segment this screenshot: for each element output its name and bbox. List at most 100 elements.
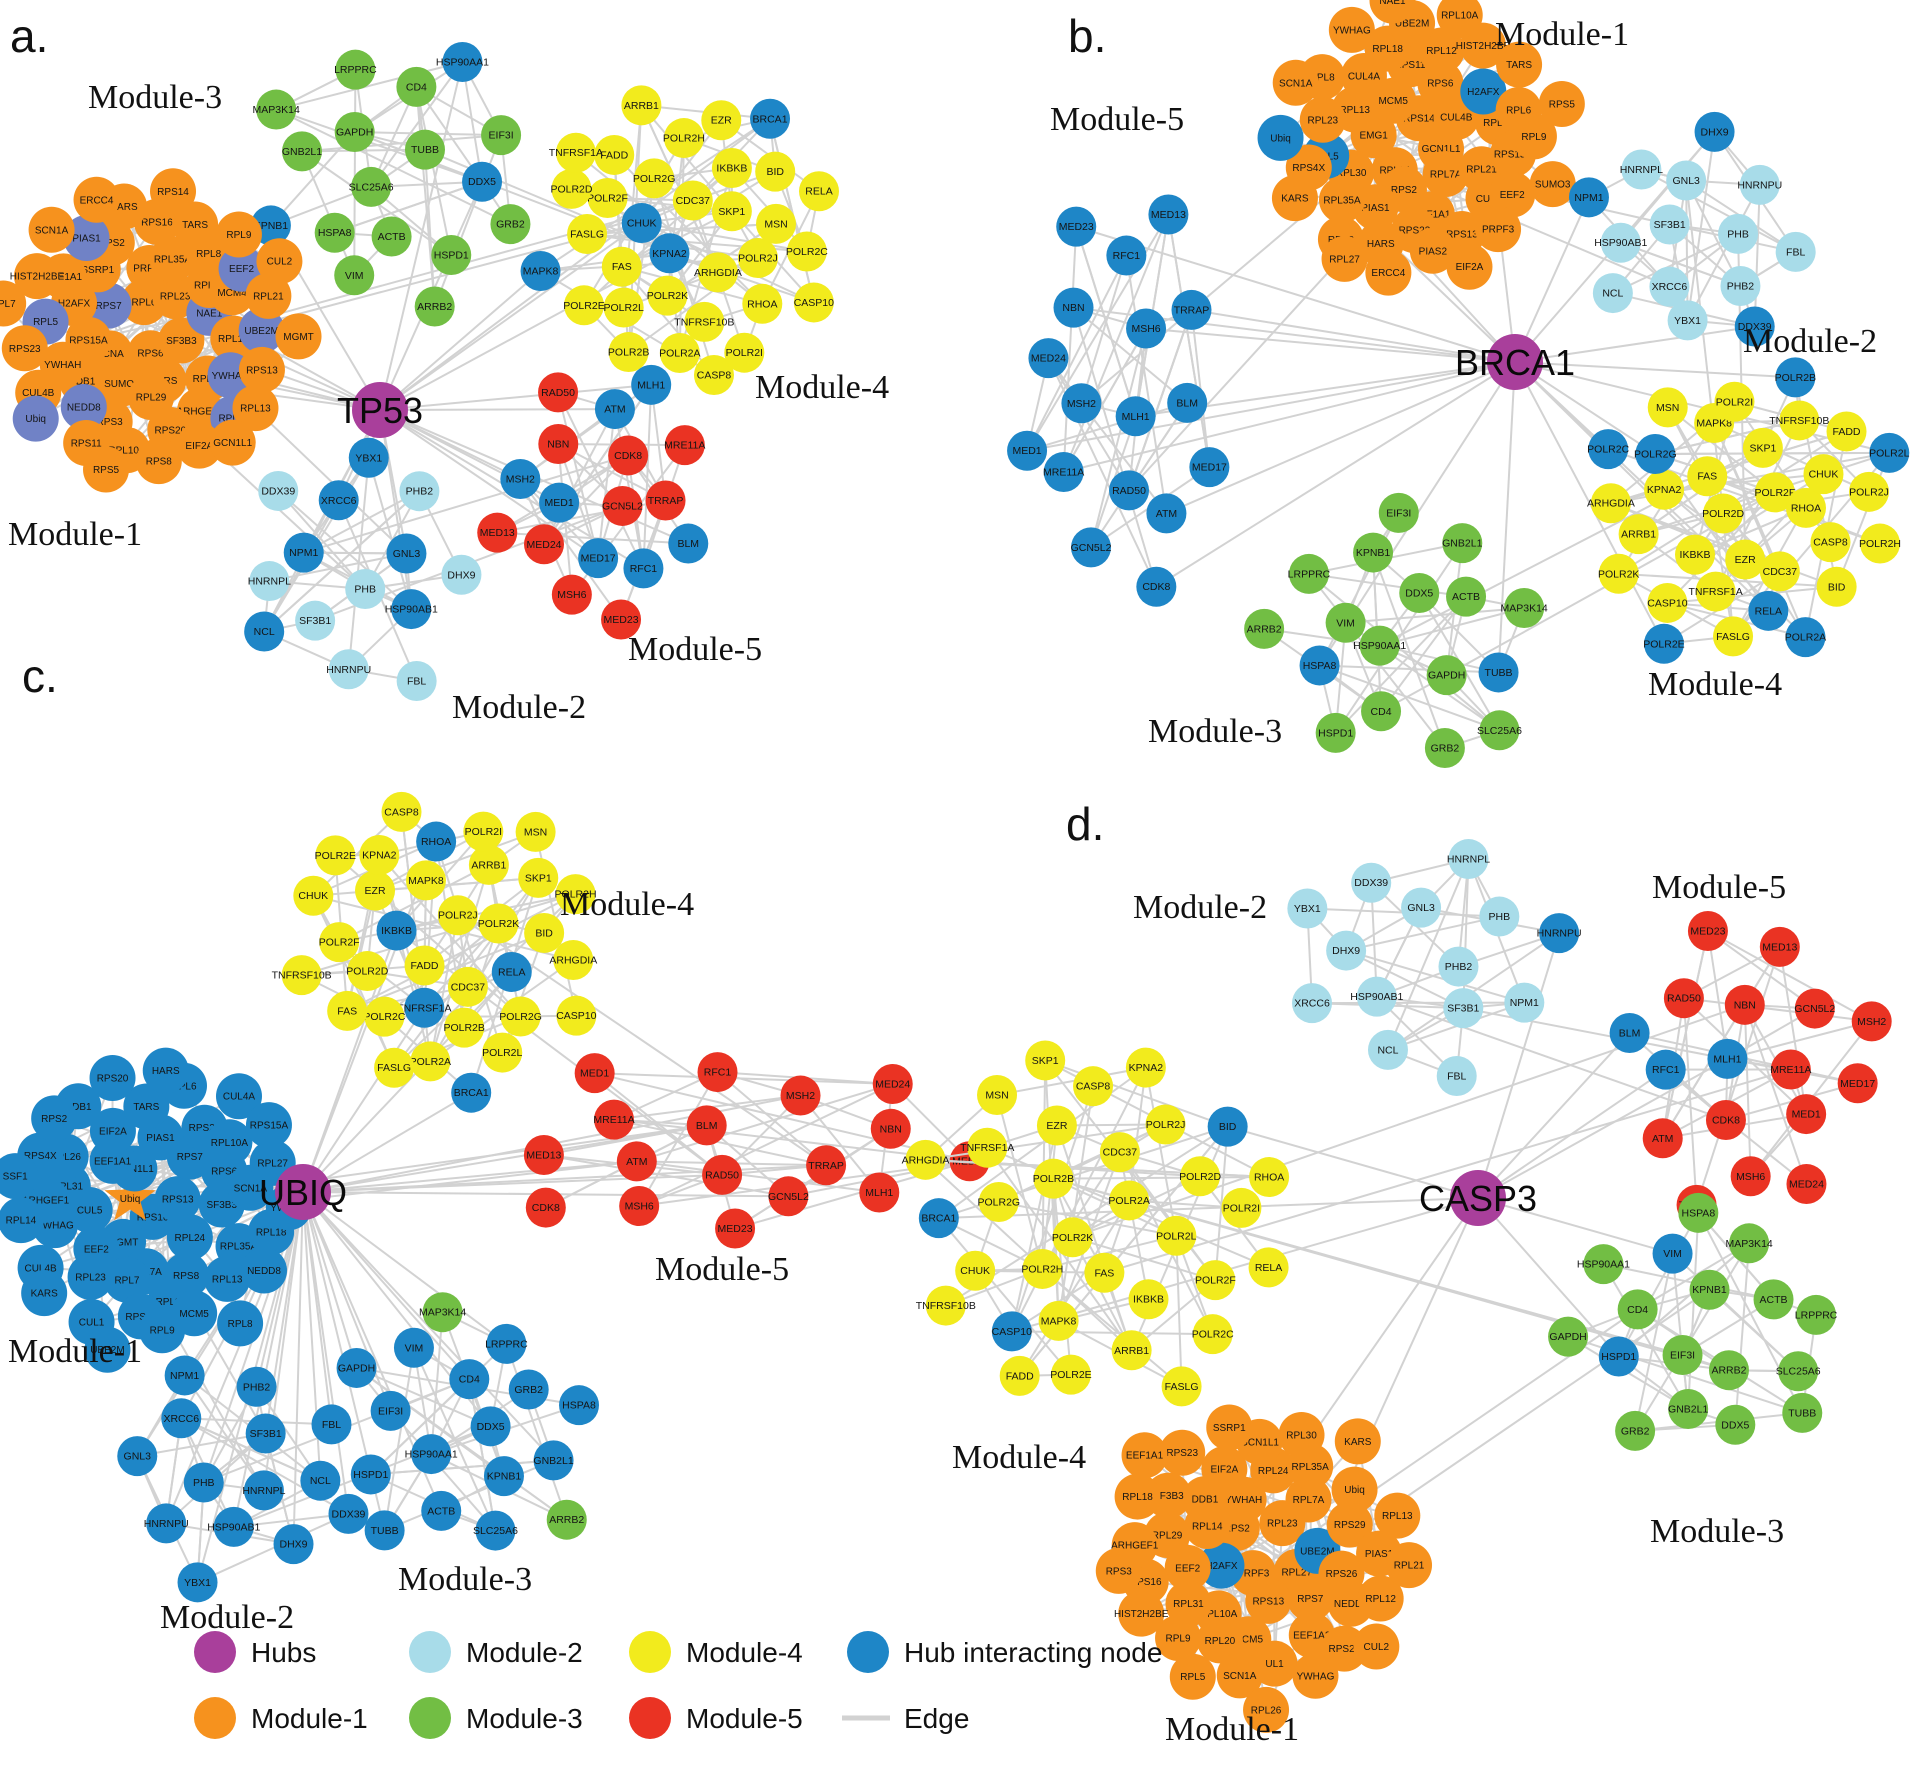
node-label: RPL24 [175, 1233, 206, 1244]
node-label: MCM5 [1378, 96, 1408, 107]
node-label: RELA [805, 186, 832, 198]
node-label: DHX9 [1332, 945, 1360, 957]
node-hsp90aa1: HSP90AA1 [1353, 625, 1406, 666]
node-circle [206, 1119, 253, 1166]
node-label: RPL21 [1394, 1561, 1425, 1572]
node-rpl7: RPL7 [103, 1256, 150, 1303]
edge [1075, 225, 1516, 363]
edge [1661, 930, 1709, 1139]
node-polr2a: POLR2A [410, 1041, 451, 1082]
node-label: RPL8 [196, 249, 221, 260]
node-circle [1351, 862, 1392, 903]
node-ybx1: YBX1 [177, 1562, 218, 1603]
edge [1026, 401, 1188, 452]
node-label: RPL14 [194, 281, 225, 292]
node-circle [1109, 470, 1150, 511]
node-circle [602, 485, 643, 526]
node-circle [955, 1250, 996, 1291]
node-circle [12, 395, 59, 442]
edge [302, 1007, 426, 1193]
node-label: RPL9 [1521, 132, 1546, 143]
node-circle [1287, 1575, 1334, 1622]
node-circle [1510, 113, 1557, 160]
node-label: ACTB [378, 231, 406, 243]
node-circle [447, 966, 488, 1007]
node-label: RFC1 [704, 1067, 732, 1079]
node-circle [411, 1434, 452, 1475]
node-med23: MED23 [601, 599, 642, 640]
node-label: ARRB1 [1114, 1345, 1149, 1357]
node-circle [999, 1355, 1040, 1396]
legend-swatch-icon [629, 1697, 671, 1739]
node-label: CASP8 [384, 806, 419, 818]
edge [1707, 930, 1873, 1023]
edge [232, 1191, 304, 1528]
node-circle [533, 1440, 574, 1481]
edge [1062, 226, 1078, 473]
edge [1706, 930, 1729, 1060]
node-circle [243, 1470, 284, 1511]
node-circle [1056, 206, 1097, 247]
node-label: MSH2 [786, 1090, 815, 1102]
node-label: ARRB1 [471, 859, 506, 871]
edge [557, 392, 600, 559]
node-label: RPL30 [1336, 168, 1367, 179]
node-label: EIF2A [1456, 262, 1484, 273]
node-ncl: NCL [244, 611, 285, 652]
node-cul4a: CUL4A [215, 1073, 262, 1120]
node-label: DHX9 [1701, 126, 1729, 138]
node-dhx9: DHX9 [1326, 930, 1367, 971]
node-label: MLH1 [1122, 411, 1150, 423]
node-tnfrsf1a: TNFRSF1A [1688, 571, 1743, 612]
node-hspa8: HSPA8 [1299, 645, 1340, 686]
node-label: PHB [1727, 228, 1749, 240]
node-label: GNB2L1 [1442, 538, 1482, 550]
node-label: MED13 [480, 527, 515, 539]
node-ubiq: Ubiq [1331, 1466, 1378, 1513]
node-label: DDX39 [1738, 321, 1772, 333]
node-label: RPL27 [1329, 254, 1360, 265]
node-label: HSP90AA1 [436, 57, 489, 69]
edge [1044, 1059, 1228, 1128]
node-label: MAPK8 [523, 265, 559, 277]
node-label: MED23 [718, 1223, 753, 1235]
node-label: DDX5 [477, 1421, 505, 1433]
node-msh6: MSH6 [619, 1186, 660, 1227]
node-msn: MSN [1647, 387, 1688, 428]
node-label: MLH1 [1713, 1053, 1741, 1065]
node-circle [872, 1064, 913, 1105]
node-circle [755, 151, 796, 192]
node-label: KPNB1 [487, 1471, 522, 1483]
node-label: BLM [1619, 1028, 1641, 1040]
node-circle [1195, 1260, 1236, 1301]
edge [338, 864, 490, 943]
node-circle [1221, 1187, 1262, 1228]
node-ddx39: DDX39 [1734, 306, 1775, 347]
node-circle [217, 1300, 264, 1347]
node-circle [1694, 111, 1735, 152]
node-skp1: SKP1 [1025, 1040, 1066, 1081]
node-circle [1028, 338, 1069, 379]
node-ubiq: Ubiq [12, 395, 59, 442]
node-label: DDB1 [69, 376, 96, 387]
node-label: PHB [354, 584, 376, 596]
node-label: YWHAG [36, 1221, 74, 1232]
node-circle [1164, 1544, 1211, 1591]
node-dhx9: DHX9 [1694, 111, 1735, 152]
node-circle [215, 1073, 262, 1120]
node-circle [1460, 68, 1507, 115]
node-circle [1201, 1446, 1248, 1493]
node-circle [123, 1083, 170, 1130]
node-label: RPL9 [226, 230, 251, 241]
node-circle [1860, 523, 1900, 564]
node-label: NAE1 [196, 308, 223, 319]
node-mre11a: MRE11A [1043, 452, 1084, 493]
node-label: KARS [1344, 1437, 1372, 1448]
node-label: MED13 [1762, 941, 1797, 953]
node-eif3i: EIF3I [1662, 1335, 1703, 1376]
panel-letter-a: a. [10, 10, 48, 62]
node-polr2l: POLR2L [482, 1032, 523, 1073]
edge [1319, 664, 1500, 732]
node-label: MED13 [1151, 209, 1186, 221]
node-gcn1l1: GCN1L1 [209, 419, 256, 466]
